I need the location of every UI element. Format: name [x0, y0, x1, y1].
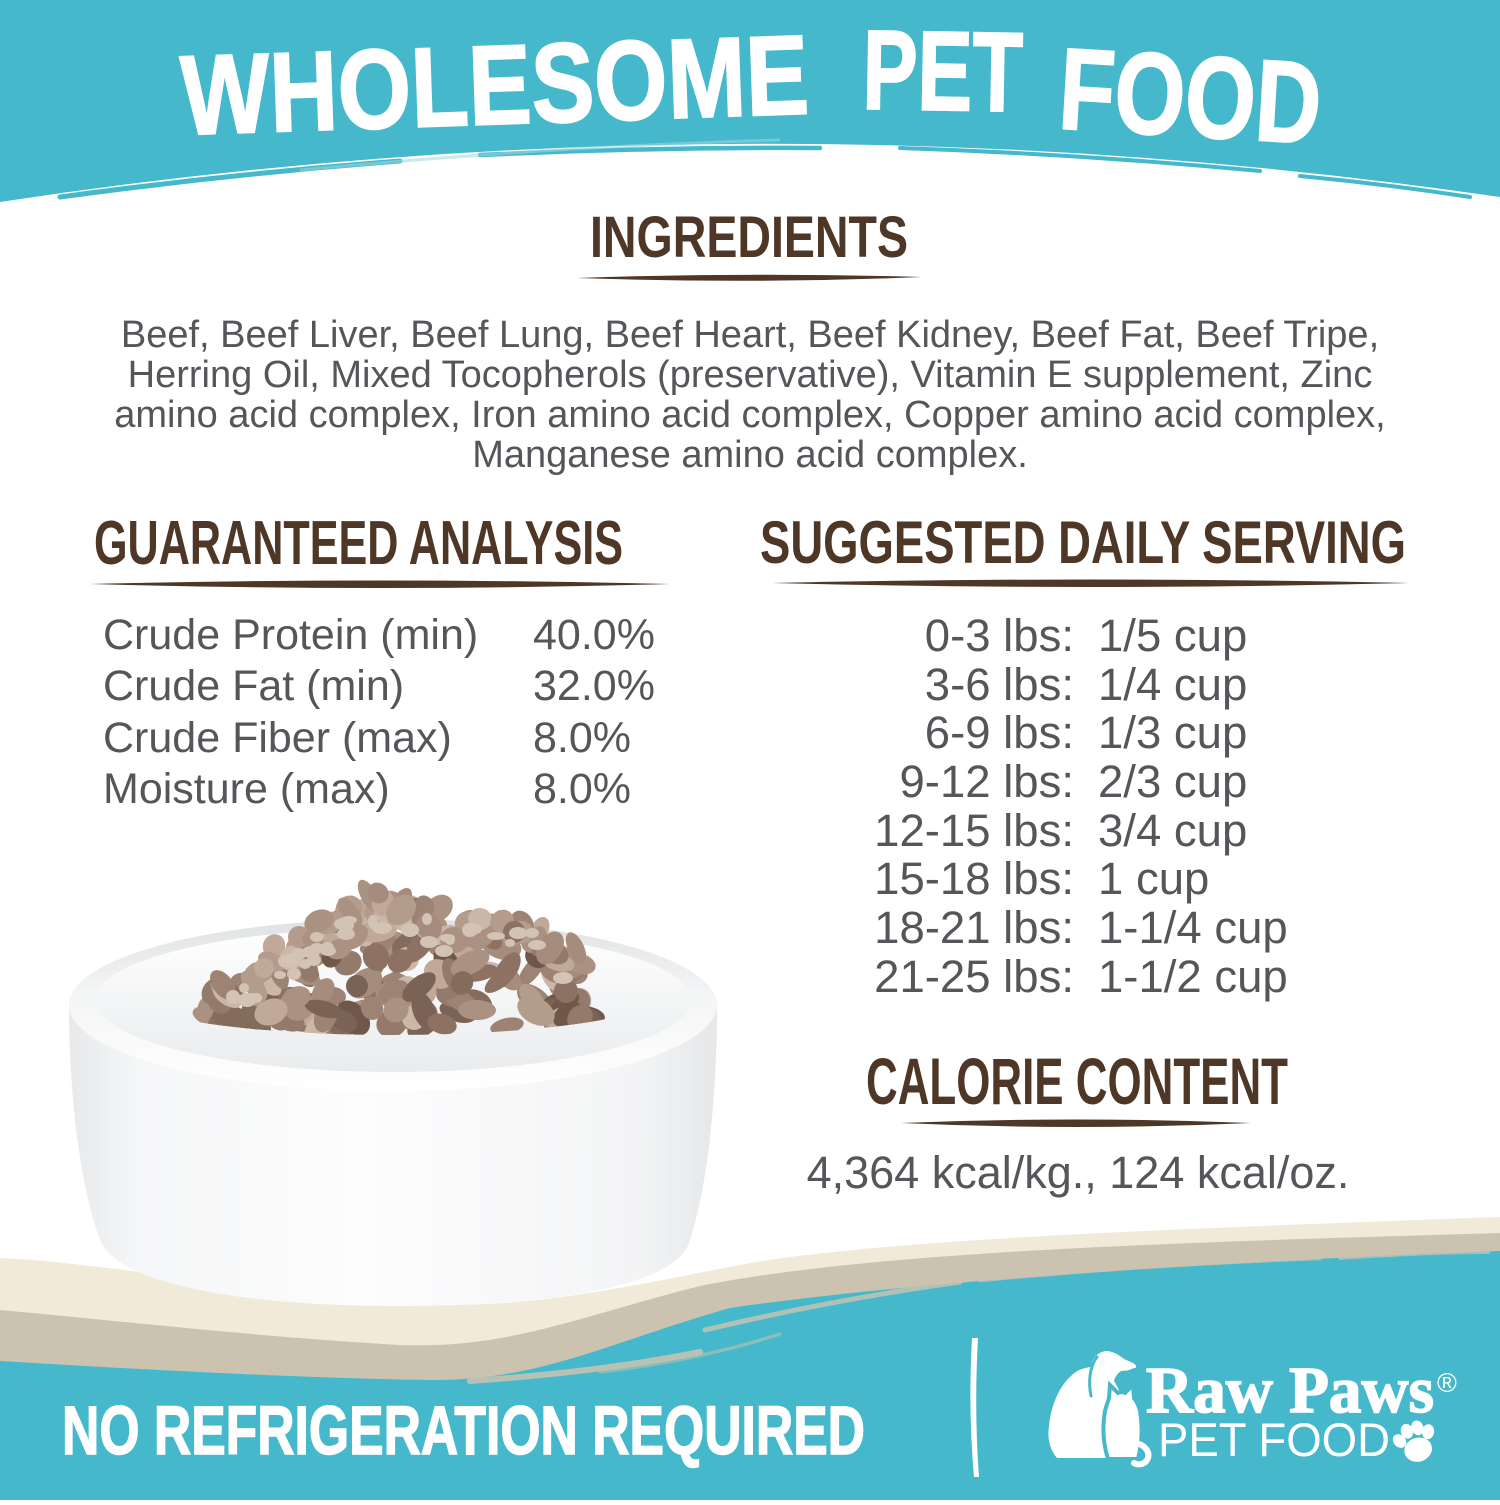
- svg-text:4,364 kcal/kg., 124 kcal/oz.: 4,364 kcal/kg., 124 kcal/oz.: [807, 1147, 1350, 1198]
- svg-text:1 cup: 1 cup: [1098, 853, 1209, 904]
- svg-text:CALORIE CONTENT: CALORIE CONTENT: [866, 1044, 1288, 1118]
- svg-text:amino acid complex, Iron amino: amino acid complex, Iron amino acid comp…: [114, 394, 1385, 436]
- svg-text:18-21 lbs:: 18-21 lbs:: [874, 902, 1074, 953]
- svg-text:32.0%: 32.0%: [533, 662, 655, 710]
- svg-text:Manganese amino acid complex.: Manganese amino acid complex.: [472, 434, 1028, 476]
- svg-text:3/4 cup: 3/4 cup: [1098, 805, 1247, 856]
- svg-text:Crude Fat (min): Crude Fat (min): [103, 662, 404, 710]
- svg-text:NO REFRIGERATION REQUIRED: NO REFRIGERATION REQUIRED: [62, 1392, 865, 1469]
- svg-text:Moisture (max): Moisture (max): [103, 765, 390, 813]
- svg-text:WHOLESOME: WHOLESOME: [179, 11, 811, 158]
- svg-text:8.0%: 8.0%: [533, 714, 631, 762]
- svg-text:9-12 lbs:: 9-12 lbs:: [899, 756, 1074, 807]
- svg-text:21-25 lbs:: 21-25 lbs:: [874, 951, 1074, 1002]
- svg-text:Raw Paws: Raw Paws: [1146, 1354, 1434, 1427]
- svg-text:12-15 lbs:: 12-15 lbs:: [874, 805, 1074, 856]
- svg-text:INGREDIENTS: INGREDIENTS: [590, 205, 908, 270]
- svg-text:Crude Fiber (max): Crude Fiber (max): [103, 714, 452, 762]
- svg-text:1/4 cup: 1/4 cup: [1098, 659, 1247, 710]
- svg-text:SUGGESTED DAILY SERVING: SUGGESTED DAILY SERVING: [760, 509, 1406, 576]
- svg-text:8.0%: 8.0%: [533, 765, 631, 813]
- svg-text:40.0%: 40.0%: [533, 611, 655, 659]
- svg-text:2/3 cup: 2/3 cup: [1098, 756, 1247, 807]
- svg-text:1-1/4 cup: 1-1/4 cup: [1098, 902, 1288, 953]
- svg-text:Herring Oil, Mixed Tocopherols: Herring Oil, Mixed Tocopherols (preserva…: [128, 354, 1373, 396]
- svg-text:0-3 lbs:: 0-3 lbs:: [925, 610, 1074, 661]
- svg-text:1-1/2 cup: 1-1/2 cup: [1098, 951, 1288, 1002]
- svg-text:PET FOOD: PET FOOD: [1158, 1413, 1390, 1466]
- svg-text:6-9 lbs:: 6-9 lbs:: [925, 707, 1074, 758]
- svg-text:FOOD: FOOD: [1056, 23, 1325, 168]
- svg-text:Crude Protein (min): Crude Protein (min): [103, 611, 478, 659]
- svg-text:1/3 cup: 1/3 cup: [1098, 707, 1247, 758]
- svg-text:3-6 lbs:: 3-6 lbs:: [925, 659, 1074, 710]
- svg-text:1/5 cup: 1/5 cup: [1098, 610, 1247, 661]
- svg-text:15-18 lbs:: 15-18 lbs:: [874, 853, 1074, 904]
- svg-text:GUARANTEED ANALYSIS: GUARANTEED ANALYSIS: [94, 509, 623, 578]
- svg-text:PET: PET: [862, 7, 1024, 136]
- svg-text:®: ®: [1437, 1368, 1457, 1398]
- svg-text:Beef, Beef Liver, Beef Lung, B: Beef, Beef Liver, Beef Lung, Beef Heart,…: [121, 314, 1379, 356]
